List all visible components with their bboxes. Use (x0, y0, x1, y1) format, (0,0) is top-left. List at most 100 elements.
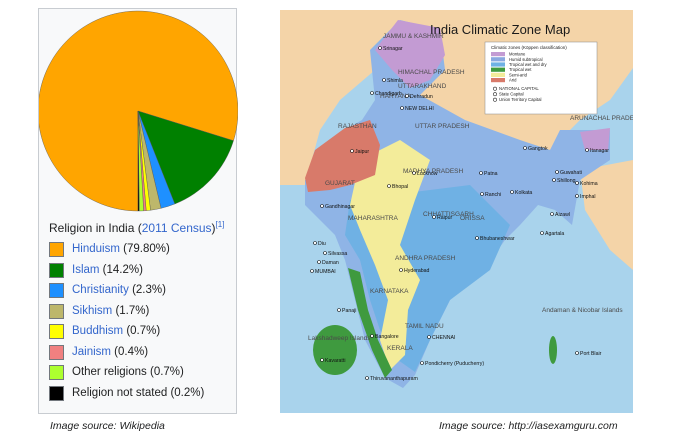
city-label: Bhubaneshwar (480, 236, 515, 242)
legend-swatch (49, 344, 64, 360)
symbol-label: Union Territory Capital (499, 97, 541, 102)
zone-label: Tropical wet (509, 67, 532, 72)
city-marker (550, 212, 554, 216)
city-marker (378, 46, 382, 50)
legend-swatch (49, 303, 64, 319)
religion-infobox: Religion in India (2011 Census)[1] Hindu… (38, 8, 238, 414)
city-marker (475, 236, 479, 240)
city-label: Lucknow (417, 171, 438, 177)
region-label: GUJARAT (325, 180, 355, 187)
city-label: Dehradun (410, 94, 433, 100)
city-marker (510, 190, 514, 194)
city-marker (555, 170, 559, 174)
region-label: TAMIL NADU (405, 323, 444, 330)
region-label: UTTAR PRADESH (415, 123, 470, 130)
city-label: NEW DELHI (405, 106, 434, 112)
legend-label: Religion not stated (0.2%) (72, 387, 204, 399)
city-label: Agartala (545, 231, 564, 237)
city-label: Imphal (580, 194, 596, 200)
city-marker (479, 171, 483, 175)
city-marker (575, 351, 579, 355)
legend-link-buddhism[interactable]: Buddhism (72, 325, 124, 337)
city-label: Kolkata (515, 190, 532, 196)
city-marker (420, 361, 424, 365)
zone-label: Humid subtropical (509, 57, 543, 62)
legend-swatch (49, 365, 64, 380)
legend-name: Other religions (72, 366, 147, 378)
legend-link-sikhism[interactable]: Sikhism (72, 304, 113, 317)
city-marker (540, 231, 544, 235)
legend-percent: (1.7%) (112, 304, 150, 317)
source-right: Image source: http://iasexamguru.com (439, 420, 618, 432)
city-label: Diu (318, 241, 326, 247)
city-label: Bangalore (375, 334, 399, 340)
region-label: HIMACHAL PRADESH (398, 69, 465, 76)
city-label: Silvassa (328, 251, 347, 257)
city-label: Shillong (557, 178, 576, 184)
map-svg: India Climatic Zone Map Climatic zones (… (280, 10, 633, 413)
neighbouring-land-east (580, 160, 633, 270)
city-label: Ranchi (485, 192, 501, 198)
legend-label: Buddhism (0.7%) (72, 325, 160, 337)
legend-percent: (0.7%) (146, 366, 184, 378)
legend-link-christianity[interactable]: Christianity (72, 284, 129, 296)
region-label: MAHARASHTRA (348, 215, 399, 222)
zone-swatch (491, 67, 505, 72)
city-marker (313, 241, 317, 245)
region-label: UTTARAKHAND (398, 83, 447, 90)
city-marker (427, 335, 431, 339)
region-label: ARUNACHAL PRADESH (570, 115, 633, 122)
caption-suffix: ) (211, 221, 216, 235)
region-label: HARYANA (380, 93, 411, 100)
zone-swatch (491, 52, 505, 57)
region-label: CHHATTISGARH (423, 211, 474, 218)
map-legend-title: Climatic zones (Köppen classification) (491, 45, 567, 50)
religion-pie-chart (39, 10, 238, 212)
map-city-labels: Srinagar Shimla Chandigarh Dehradun NEW DELH… (310, 46, 609, 382)
reference-link[interactable]: [1] (215, 220, 225, 229)
city-marker (320, 358, 324, 362)
legend-name: Religion not stated (72, 386, 168, 399)
city-label: Itanagar (590, 148, 609, 154)
city-marker (523, 146, 527, 150)
city-marker (382, 78, 386, 82)
city-label: MUMBAI (315, 269, 336, 275)
region-label: MADHYA PRADESH (403, 168, 464, 175)
symbol-label: NATIONAL CAPITAL (499, 86, 539, 91)
zone-label: Arid (509, 78, 517, 83)
city-marker (370, 334, 374, 338)
region-label: Andaman & Nicobar Islands (542, 307, 623, 314)
region-label: ANDHRA PRADESH (395, 255, 456, 262)
legend-link-islam[interactable]: Islam (72, 263, 100, 276)
city-label: Patna (484, 171, 498, 177)
legend-percent: (0.2%) (167, 386, 205, 399)
tropical-wet-western-coast (348, 268, 392, 378)
city-label: Kohima (580, 181, 598, 187)
city-label: Aizawl (555, 212, 570, 218)
legend-label: Other religions (0.7%) (72, 366, 184, 378)
legend-swatch (49, 283, 64, 298)
census-link[interactable]: 2011 Census (141, 221, 212, 235)
city-marker (585, 148, 589, 152)
city-label: Hyderabad (404, 268, 429, 274)
region-label: ORISSA (460, 215, 485, 222)
source-left: Image source: Wikipedia (50, 420, 165, 432)
city-marker (317, 260, 321, 264)
city-label: Panaji (342, 308, 356, 314)
region-label: Lakshadweep Islands (308, 335, 371, 342)
city-marker (575, 181, 579, 185)
city-marker (337, 308, 341, 312)
region-label: KARNATAKA (370, 288, 409, 295)
city-marker (552, 178, 556, 182)
pie-slice-religion-not-stated (137, 110, 140, 212)
lakshadweep-zone (313, 325, 357, 375)
city-label: Bhopal (392, 184, 408, 190)
legend-swatch (49, 262, 64, 278)
city-label: Raipur (437, 215, 453, 221)
legend-link-jainism[interactable]: Jainism (72, 345, 111, 358)
legend-link-hinduism[interactable]: Hinduism (72, 243, 120, 255)
city-label: Gandhinagar (325, 204, 355, 210)
city-label: Kavaratti (325, 358, 345, 364)
